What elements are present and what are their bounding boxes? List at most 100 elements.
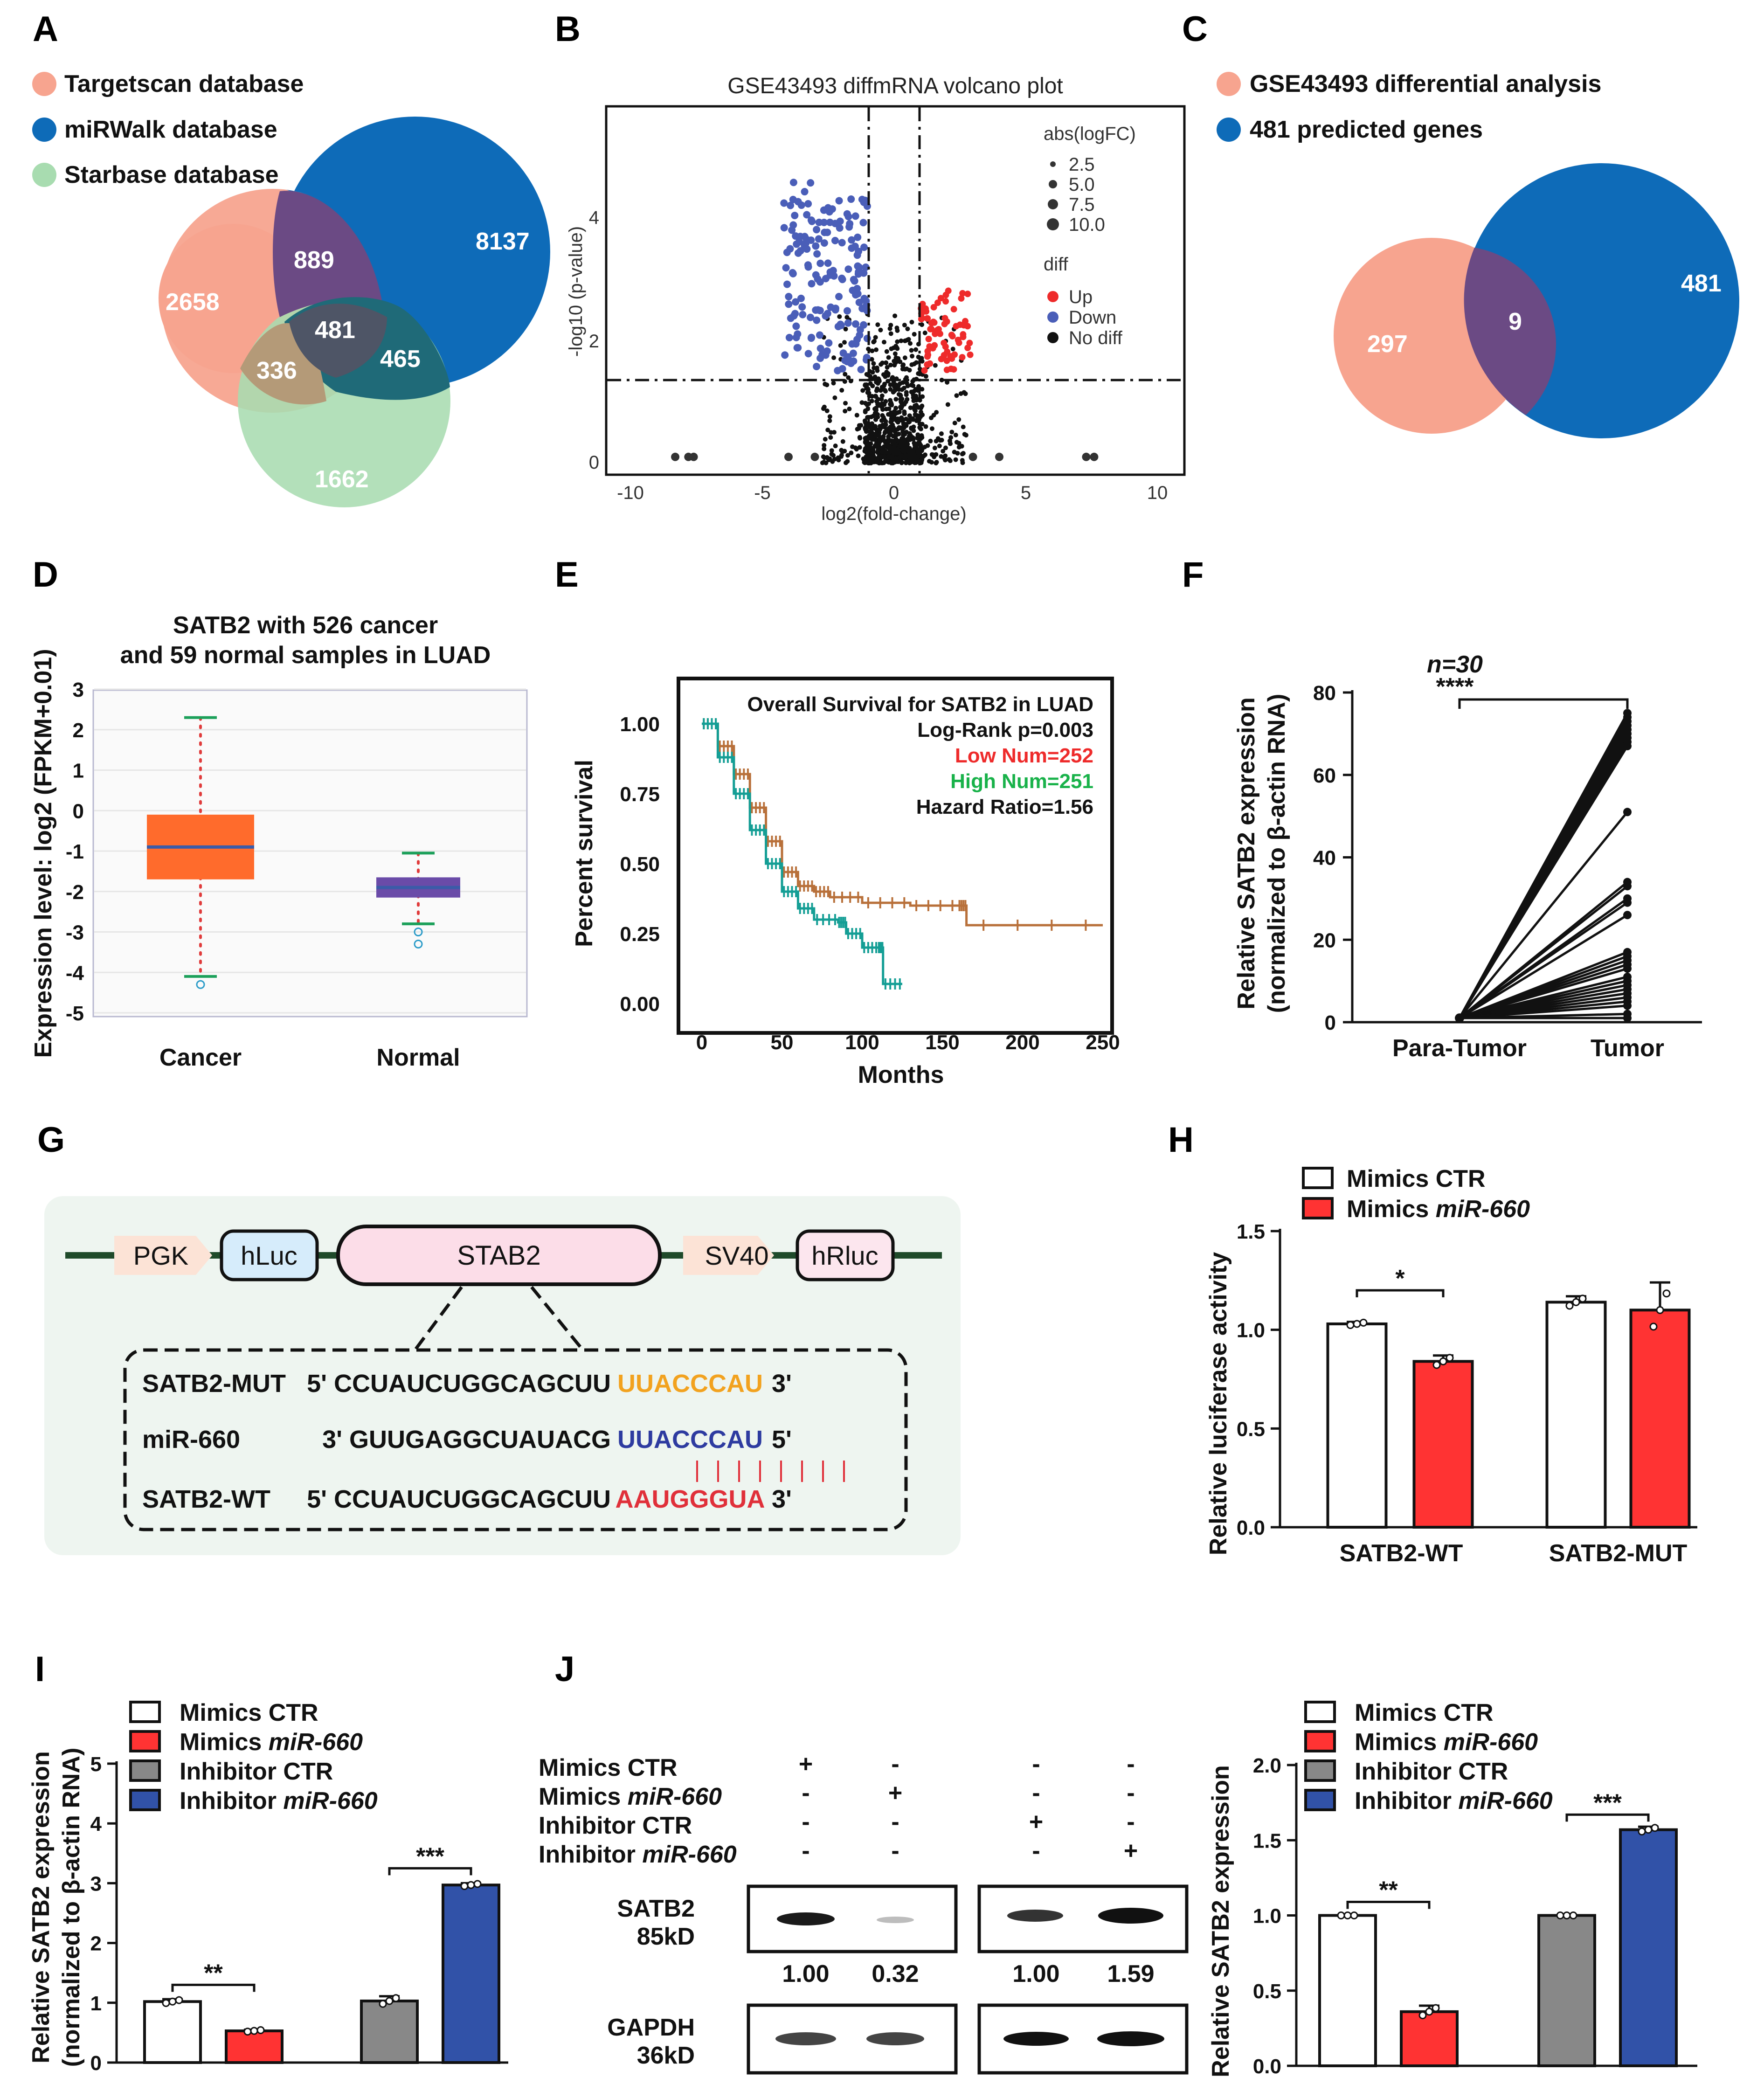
volcano-point-down [850,276,858,284]
i-bar [360,1999,419,2064]
volcano-point-nodiff [829,448,834,453]
blot-quant-3: 1.00 [1012,1960,1059,1987]
boxplot-ytick: 1 [73,760,84,782]
band-gapdh-2 [866,2032,924,2045]
blot-signs: + - - -- + - -- - + -- - - + [799,1751,1138,1864]
volcano-point-nodiff [871,435,876,440]
volcano-point-nodiff [883,389,888,394]
h-ytick: 0.5 [1237,1418,1265,1440]
volcano-point-nodiff [948,458,953,464]
diff-legend-up: Up [1069,287,1093,307]
volcano-point-nodiff [865,402,870,408]
blot-sign: + [888,1779,902,1807]
j-legend-3: Inhibitor CTR [1355,1758,1508,1785]
h-point [1346,1321,1355,1329]
volcano-point-nodiff [886,406,892,411]
volcano-point-nodiff [922,452,927,457]
volcano-point-nodiff [824,382,830,388]
volcano-point-up [944,348,951,355]
paired-ylabel-line2: (normalized to β-actin RNA) [1263,694,1290,1013]
volcano-point-nodiff [1082,452,1091,461]
volcano-point-up [938,355,945,362]
venn-count-overlap: 9 [1508,308,1522,335]
panel-label-d: D [33,555,58,595]
blot-satb2-name: SATB2 [617,1895,695,1922]
volcano-point-nodiff [902,338,907,343]
volcano-point-nodiff [952,421,957,426]
volcano-point-up [924,353,931,360]
volcano-point-up [955,339,962,346]
survival-low-num: Low Num=252 [955,744,1093,767]
volcano-point-nodiff [869,357,874,362]
i-ytick: 3 [90,1872,102,1895]
volcano-ylabel: -log10 (p-value) [566,226,586,357]
i-legend-1: Mimics CTR [180,1699,318,1726]
volcano-point-nodiff [908,416,913,421]
volcano-point-up [924,315,931,322]
volcano-point-up [925,336,932,343]
volcano-point-nodiff [869,415,874,420]
volcano-point-down [794,330,802,338]
volcano-point-down [808,280,816,288]
volcano-point-nodiff [920,403,925,409]
panel-j-western: Mimics CTR Mimics miR-660 Inhibitor CTR … [539,1699,1697,2078]
volcano-point-down [854,262,862,270]
hluc-box [220,1229,319,1281]
i-point [385,1997,394,2005]
volcano-point-down [825,339,833,347]
volcano-point-nodiff [893,359,899,364]
volcano-point-up [958,295,965,302]
volcano-point-nodiff [892,351,898,356]
volcano-point-up [936,330,943,337]
i-point [460,1882,469,1890]
survival-xtick: 250 [1086,1031,1120,1054]
survival-high-num: High Num=251 [950,770,1093,793]
survival-xtick: 150 [925,1031,959,1054]
panel-g-construct: PGK hLuc STAB2 SV40 hRluc SATB2-MUT miR-… [44,1196,961,1555]
paired-line [1459,1004,1628,1019]
volcano-point-nodiff [941,449,946,454]
paired-point-tumor [1623,741,1632,750]
volcano-point-down [814,306,822,314]
i-sig-bracket [388,1867,472,1876]
volcano-point-nodiff [860,388,865,393]
volcano-point-nodiff [837,314,842,319]
volcano-point-nodiff [880,449,885,454]
band-gapdh-3 [1003,2032,1069,2046]
volcano-point-nodiff [902,431,907,436]
volcano-point-nodiff [832,457,837,462]
volcano-point-down [803,211,811,219]
paired-point-tumor [1623,898,1632,907]
survival-xtick: 100 [845,1031,879,1054]
volcano-point-nodiff [904,390,909,395]
legend-swatch-targetscan [32,72,56,96]
band-satb2-4 [1098,1908,1163,1924]
seq-mut-prefix: 5' CCUAUCUGGCAGCUU [307,1370,611,1398]
volcano-point-nodiff [886,439,891,444]
volcano-point-down [816,331,823,339]
volcano-point-nodiff [895,420,900,425]
h-legend-ctr: Mimics CTR [1347,1165,1486,1192]
h-ytick: 1.0 [1237,1319,1265,1342]
i-legend-2: Mimics miR-660 [180,1729,363,1756]
volcano-point-down [820,239,828,247]
volcano-point-nodiff [822,404,827,409]
volcano-point-nodiff [906,337,911,342]
diff-legend-nodiff-dot [1047,332,1058,343]
volcano-point-down [781,351,789,359]
volcano-point-down [791,212,799,220]
volcano-point-nodiff [907,341,913,346]
paired-point-tumor [1623,882,1632,891]
volcano-point-down [848,236,856,244]
volcano-point-nodiff [902,355,907,360]
volcano-point-down [792,322,800,330]
panel-label-f: F [1182,555,1204,595]
panel-label-h: H [1168,1120,1194,1160]
volcano-point-nodiff [886,454,892,459]
volcano-point-down [844,307,851,315]
volcano-point-nodiff [904,416,909,422]
venn-count-mirwalk: 8137 [476,228,530,255]
volcano-point-down [855,248,863,256]
volcano-point-nodiff [824,408,830,413]
j-ytick: 1.0 [1253,1905,1281,1928]
